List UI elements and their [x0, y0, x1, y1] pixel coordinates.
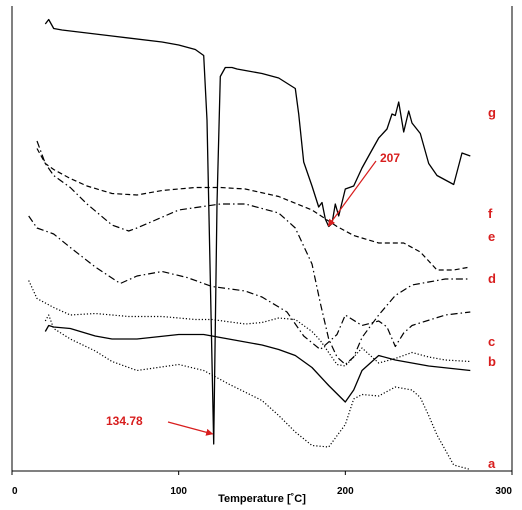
curve-label-c: c [488, 334, 495, 349]
curve-d [28, 215, 471, 351]
plot-frame [11, 6, 513, 472]
curve-b [44, 324, 471, 403]
curve-label-g: g [488, 105, 496, 120]
curve-label-a: a [488, 456, 496, 471]
curve-a [44, 314, 471, 471]
curve-label-d: d [488, 271, 496, 286]
annotations: 134.78 207 [106, 151, 400, 436]
x-tick-label: 200 [337, 486, 354, 497]
x-tick-label: 100 [170, 486, 187, 497]
curves [28, 18, 471, 471]
annotation-arrow [327, 160, 377, 227]
curve-g [44, 18, 471, 445]
x-axis-title: Temperature [˚C] [218, 493, 306, 505]
curve-label-e: e [488, 229, 495, 244]
annotation-arrow [167, 421, 214, 436]
x-tick-label: 0 [12, 486, 18, 497]
x-ticks: 0 100 200 300 [11, 471, 513, 497]
curve-label-b: b [488, 354, 496, 369]
curve-f [36, 148, 471, 271]
curve-e [36, 140, 471, 366]
curve-c [28, 280, 471, 367]
annotation-text: 207 [380, 151, 400, 165]
annotation-text: 134.78 [106, 414, 143, 428]
curve-label-f: f [488, 206, 493, 221]
x-tick-label: 300 [495, 486, 512, 497]
curve-labels: a bc d ef g [488, 105, 496, 471]
